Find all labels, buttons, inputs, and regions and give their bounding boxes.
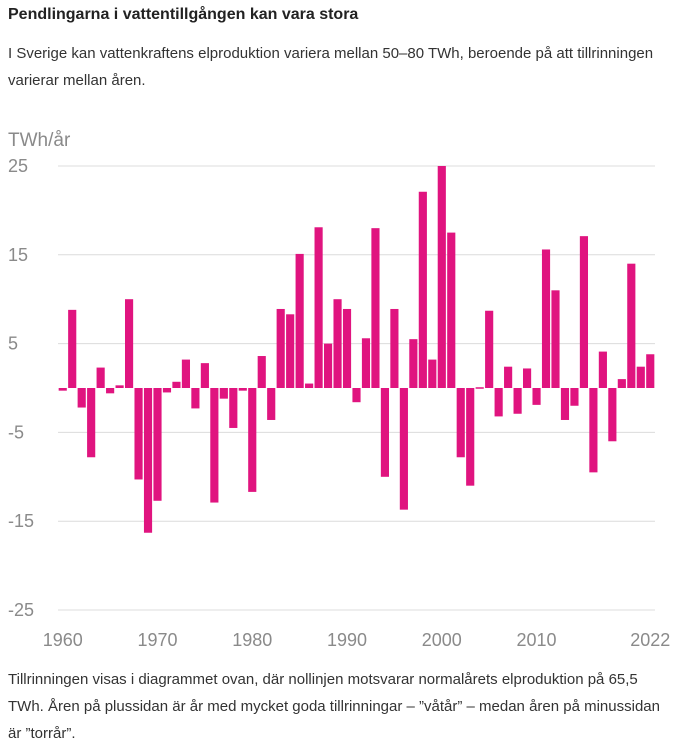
bar-1982 (267, 388, 276, 420)
bar-1967 (124, 299, 134, 388)
bar-2008 (513, 388, 522, 414)
bar-2013 (560, 388, 570, 420)
bar-1977 (219, 388, 228, 399)
bar-1970 (153, 388, 162, 501)
bar-1966 (115, 385, 124, 388)
y-tick-label: -25 (8, 600, 34, 620)
bar-2006 (494, 388, 503, 417)
bar-1961 (68, 309, 77, 388)
bar-1998 (418, 191, 427, 388)
bar-2007 (504, 366, 513, 388)
bar-chart: TWh/år 25 15 5 -5 -15 -25 1960 1970 1980 1990 200… (8, 130, 670, 650)
x-tick-label: 1980 (232, 630, 272, 650)
bar-1993 (371, 228, 380, 388)
bar-1994 (380, 388, 390, 477)
bar-1968 (134, 388, 143, 480)
bar-2019 (617, 379, 626, 388)
bar-1985 (295, 253, 304, 388)
bar-1989 (333, 299, 342, 388)
bar-1965 (106, 388, 115, 394)
y-tick-label: 5 (8, 334, 18, 354)
bar-1971 (162, 388, 172, 393)
bar-1969 (143, 388, 153, 533)
bar-1978 (229, 388, 238, 428)
bar-2001 (447, 232, 456, 388)
bar-1996 (399, 388, 408, 510)
bar-2020 (627, 263, 636, 388)
y-tick-label: 15 (8, 245, 28, 265)
bar-1984 (286, 314, 295, 388)
bar-2002 (456, 388, 465, 458)
bar-2022 (646, 354, 655, 388)
bar-2018 (608, 388, 617, 442)
bar-2021 (636, 366, 645, 388)
x-tick-label: 2010 (517, 630, 557, 650)
bar-1990 (342, 308, 352, 388)
bar-1962 (77, 388, 86, 408)
bar-1991 (352, 388, 361, 403)
bar-1974 (191, 388, 200, 409)
bar-2000 (437, 166, 446, 388)
bar-1976 (210, 388, 219, 503)
bar-1972 (172, 381, 181, 388)
bar-1987 (314, 227, 323, 388)
x-tick-label: 1970 (137, 630, 177, 650)
bar-2017 (598, 351, 607, 388)
bar-1992 (361, 338, 371, 388)
bar-1995 (390, 308, 399, 388)
bar-1997 (409, 339, 418, 388)
bar-2016 (589, 388, 598, 473)
bar-1963 (87, 388, 96, 458)
bar-1960 (58, 388, 67, 391)
chart-title: Pendlingarna i vattentillgången kan vara… (8, 6, 359, 23)
x-tick-label: 1990 (327, 630, 367, 650)
bar-1999 (428, 359, 437, 388)
bar-2005 (485, 310, 494, 388)
bar-1986 (305, 383, 314, 388)
bar-2015 (579, 236, 589, 388)
bar-2003 (466, 388, 475, 486)
bar-2012 (551, 290, 560, 388)
bar-2004 (475, 387, 484, 389)
y-tick-label: -15 (8, 511, 34, 531)
chart-subtitle: I Sverige kan vattenkraftens elproduktio… (8, 45, 654, 89)
bar-1988 (323, 343, 333, 388)
y-tick-label: -5 (8, 422, 24, 442)
bar-1983 (276, 308, 285, 388)
x-tick-label: 2022 (630, 630, 670, 650)
bar-1981 (257, 356, 266, 388)
bar-2014 (570, 388, 579, 406)
bar-2010 (532, 388, 541, 405)
bar-2009 (522, 368, 532, 388)
y-axis-label: TWh/år (8, 130, 71, 151)
y-tick-label: 25 (8, 156, 28, 176)
bar-1975 (200, 363, 209, 388)
bar-1979 (238, 388, 247, 391)
bar-1973 (181, 359, 191, 388)
bar-2011 (541, 249, 551, 388)
x-tick-label: 2000 (422, 630, 462, 650)
x-tick-label: 1960 (43, 630, 83, 650)
chart-note: Tillrinningen visas i diagrammet ovan, d… (8, 671, 660, 742)
bar-1964 (96, 367, 105, 388)
bar-1980 (248, 388, 257, 492)
